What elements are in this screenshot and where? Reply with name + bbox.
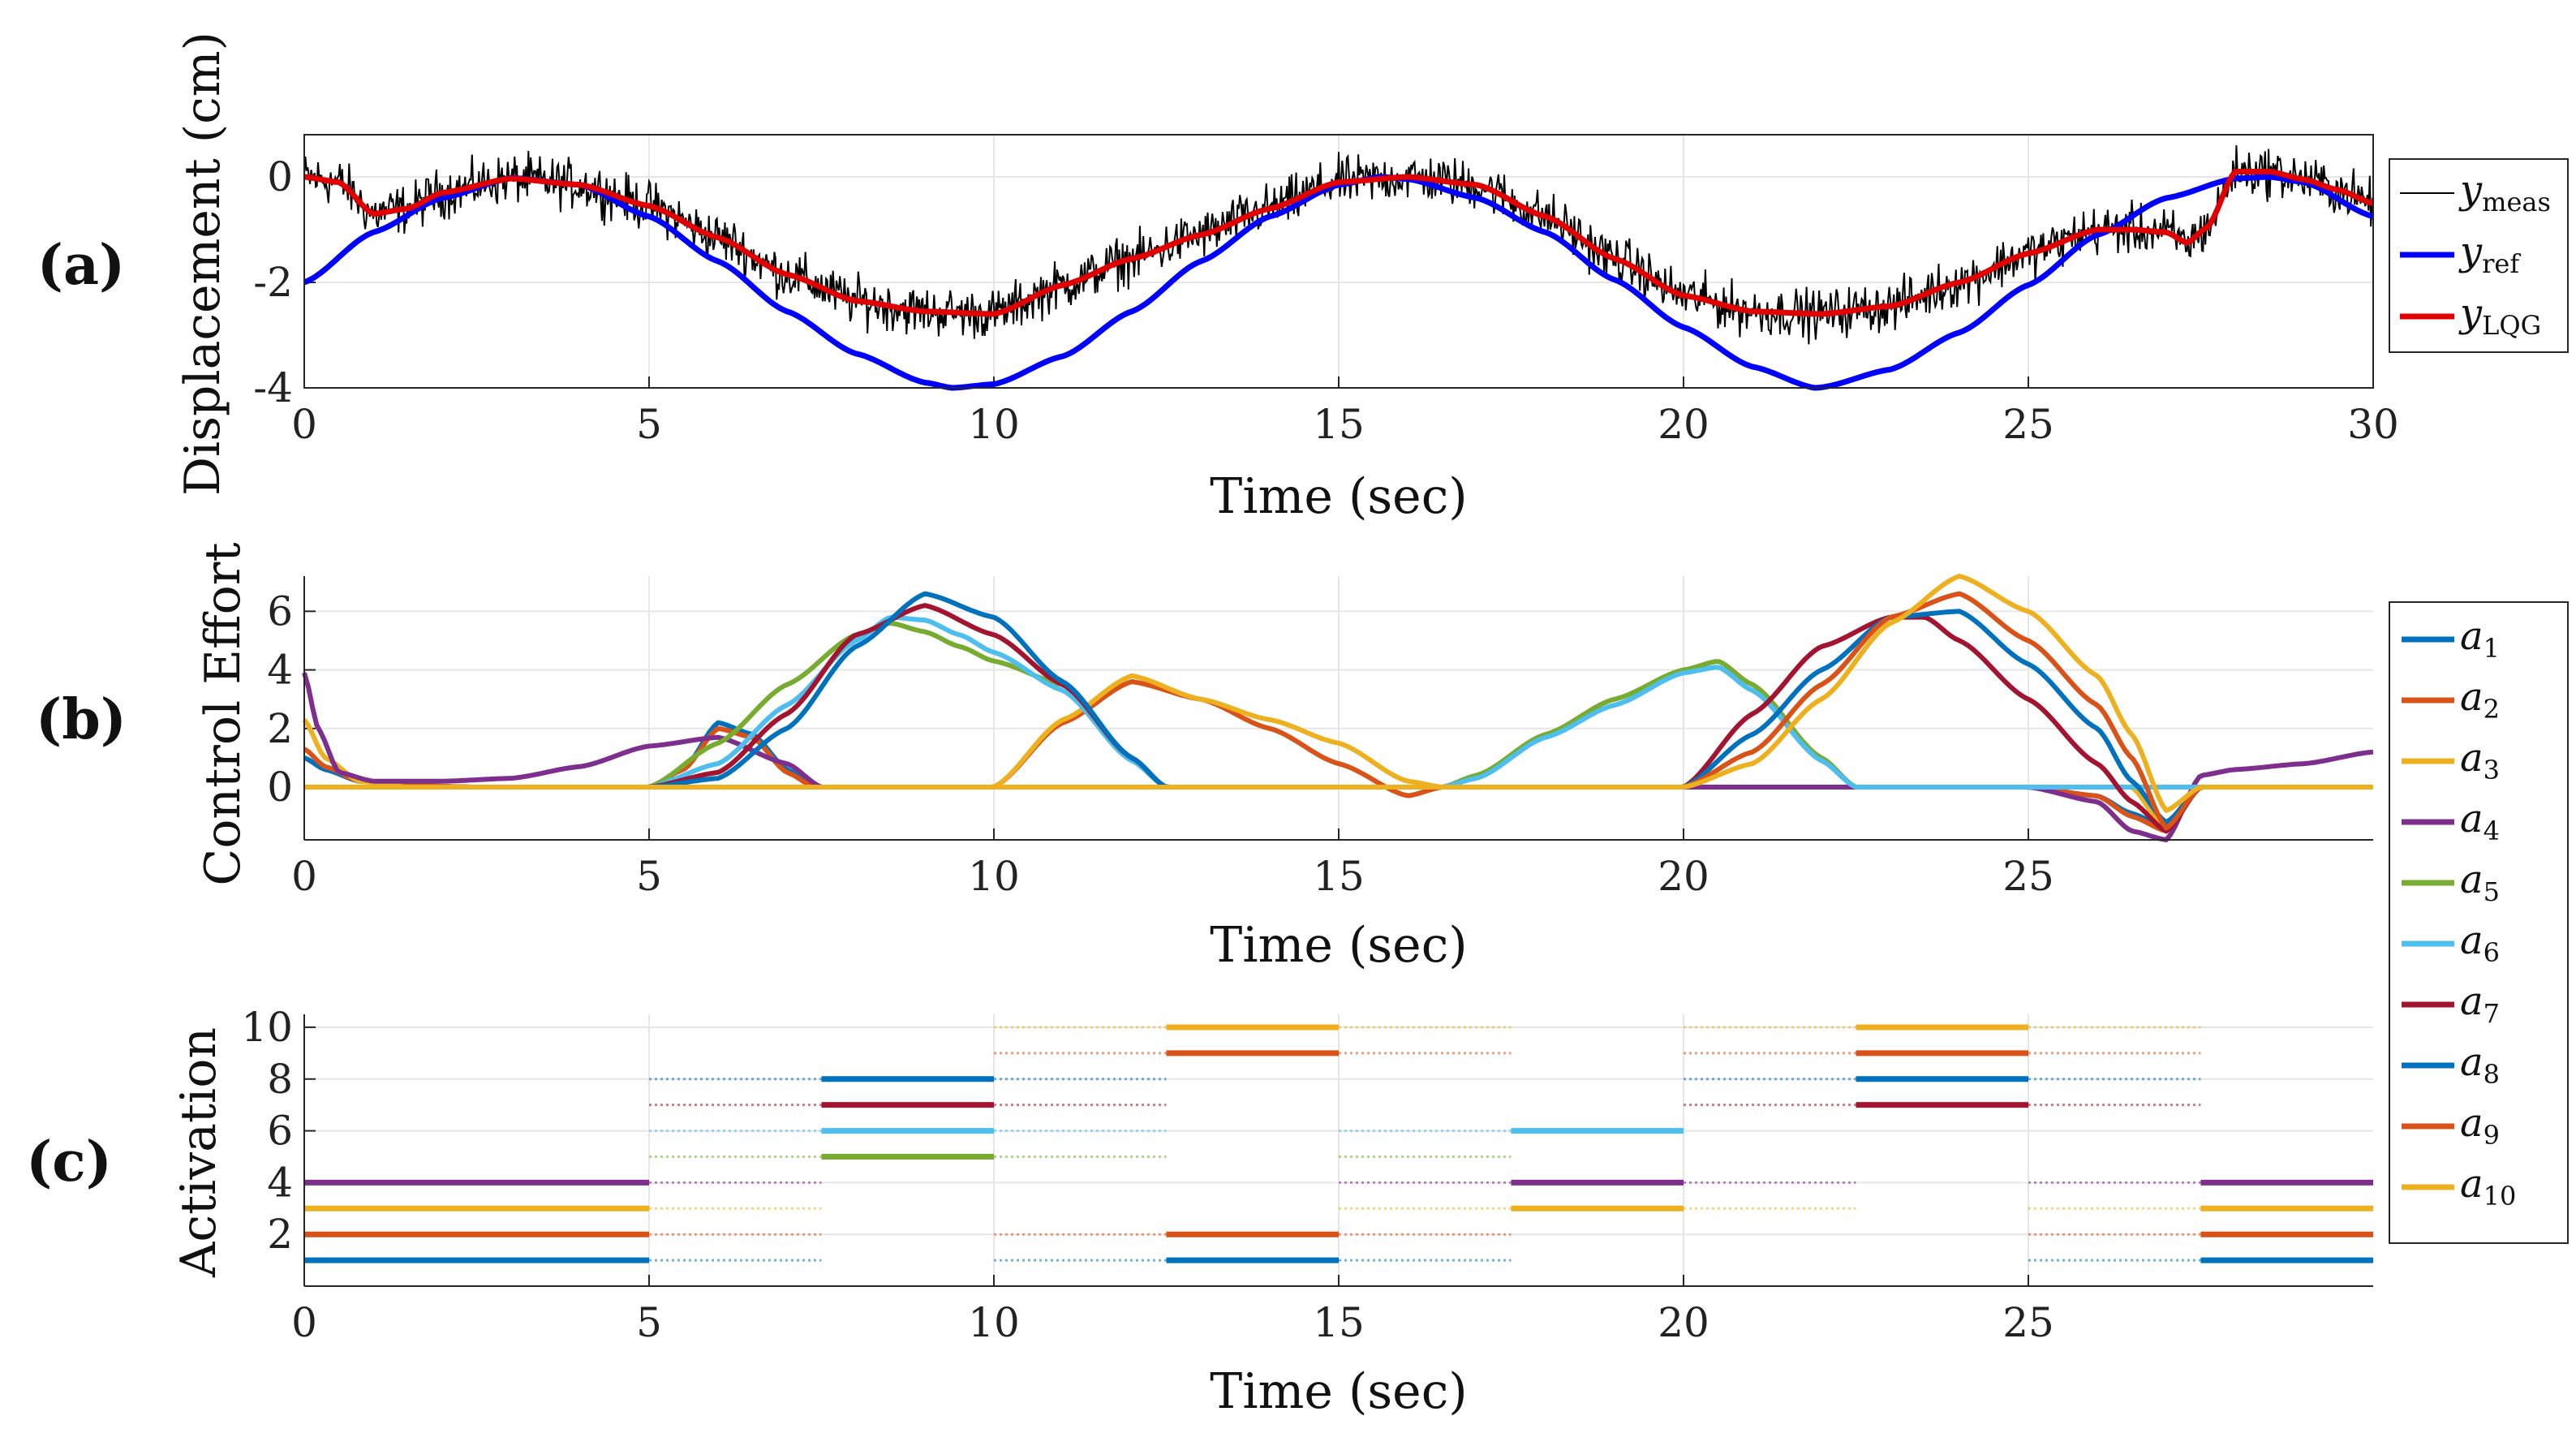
panel-c-ticks: 0 5 10 15 20 25 2 46 8 10	[241, 1004, 2053, 1346]
x-tick-label: 5	[636, 401, 662, 448]
panel-a-lines	[303, 145, 2375, 391]
legend-entry: a1	[2460, 613, 2500, 664]
y-tick-label: 2	[267, 705, 293, 752]
panel-a-ticks: 0 5 10 15 20 25 30 -4 -2 0	[253, 153, 2399, 448]
y-tick-label: 4	[267, 1159, 293, 1206]
x-tick-label: 10	[968, 1299, 1020, 1346]
panel-b-legend-box	[2389, 601, 2569, 1244]
series-y-meas	[303, 145, 2374, 345]
series-a10	[304, 574, 2373, 813]
x-tick-label: 15	[1313, 1299, 1365, 1346]
x-tick-label: 5	[636, 853, 662, 900]
x-tick-label: 10	[968, 401, 1020, 448]
x-tick-label: 25	[2002, 853, 2054, 900]
y-tick-label: 6	[267, 587, 293, 635]
x-tick-label: 0	[291, 401, 317, 448]
legend-entry: a4	[2460, 796, 2500, 846]
legend-entry: a3	[2460, 735, 2500, 785]
x-tick-label: 0	[291, 853, 317, 900]
y-tick-label: -2	[253, 259, 293, 306]
x-tick-label: 25	[2002, 1299, 2054, 1346]
panel-c-lines	[304, 1024, 2373, 1263]
y-tick-label: 6	[267, 1108, 293, 1155]
panel-c-ylabel: Activation	[170, 1027, 227, 1278]
panel-b-ticks: 0 5 10 15 20 25 0 2 4 6	[267, 587, 2054, 900]
legend-entry: a8	[2460, 1039, 2500, 1090]
legend-entry: a6	[2460, 918, 2500, 968]
y-tick-label: -4	[253, 364, 293, 411]
y-tick-label: 10	[241, 1004, 293, 1051]
legend-entry: a9	[2460, 1100, 2500, 1151]
panel-b: (b) Control Effort Time (sec) 0 5 10 15 20 25…	[36, 542, 2569, 1244]
x-tick-label: 0	[291, 1299, 317, 1346]
panel-a-ylabel: Displacement (cm)	[174, 32, 231, 496]
panel-b-grid	[303, 576, 2373, 840]
y-tick-label: 2	[267, 1211, 293, 1258]
legend-entry: yLQG	[2458, 290, 2541, 341]
legend-entry: ymeas	[2458, 167, 2551, 217]
legend-entry: a10	[2460, 1161, 2516, 1211]
panel-b-legend: a1 a2 a3 a4 a5 a6 a7 a8 a9 a10	[2389, 601, 2569, 1244]
panel-a-axes-box	[303, 134, 2374, 389]
x-tick-label: 20	[1658, 1299, 1709, 1346]
x-tick-label: 10	[968, 853, 1020, 900]
legend-entry: a2	[2460, 674, 2500, 725]
x-tick-label: 15	[1313, 401, 1365, 448]
x-tick-label: 5	[636, 1299, 662, 1346]
panel-a-legend: ymeas yref yLQG	[2389, 158, 2569, 353]
legend-entry: a5	[2460, 857, 2500, 907]
panel-c-xlabel: Time (sec)	[1210, 1363, 1467, 1420]
panel-c: (c) Activation Time (sec) 0 5 10 15 20 25 2 46 8…	[26, 1004, 2373, 1420]
series-y-lqg	[303, 169, 2374, 317]
x-tick-label: 20	[1658, 853, 1709, 900]
y-tick-label: 4	[267, 647, 293, 694]
legend-entry: yref	[2458, 229, 2521, 279]
panel-b-xlabel: Time (sec)	[1210, 917, 1467, 974]
panel-a: (a) Displacement (cm) Time (sec) 0 5 10 15 2…	[37, 32, 2569, 525]
y-tick-label: 8	[267, 1056, 293, 1103]
panel-b-ylabel: Control Effort	[195, 542, 252, 885]
panel-c-label: (c)	[26, 1130, 112, 1194]
panel-a-xlabel: Time (sec)	[1210, 468, 1467, 525]
panel-b-lines	[302, 574, 2374, 842]
panel-a-label: (a)	[37, 233, 125, 298]
x-tick-label: 20	[1658, 401, 1709, 448]
x-tick-label: 30	[2347, 401, 2399, 448]
y-tick-label: 0	[267, 764, 293, 811]
y-tick-label: 0	[267, 153, 293, 200]
x-tick-label: 25	[2002, 401, 2054, 448]
legend-entry: a7	[2460, 979, 2500, 1029]
x-tick-label: 15	[1313, 853, 1365, 900]
panel-b-label: (b)	[36, 687, 127, 752]
